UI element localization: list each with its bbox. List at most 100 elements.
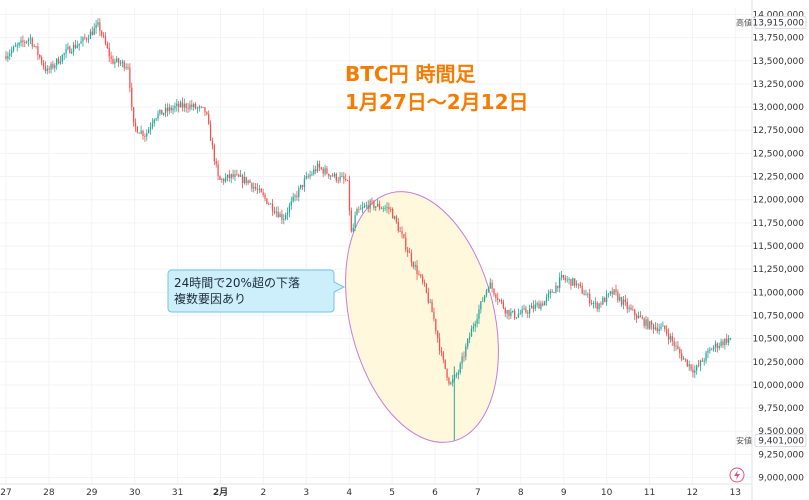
candle — [575, 280, 578, 288]
candle — [628, 304, 630, 313]
candle — [410, 249, 413, 267]
y-tick-label: 9,500,000 — [758, 427, 804, 437]
candle — [547, 289, 550, 301]
x-tick-label: 27 — [0, 488, 11, 498]
candle — [356, 207, 358, 216]
candle — [363, 202, 366, 209]
candle — [474, 320, 476, 332]
candle — [39, 54, 41, 60]
candle — [86, 37, 88, 43]
candle — [322, 167, 324, 178]
candle — [153, 118, 155, 127]
candle — [696, 364, 698, 375]
candle — [35, 45, 37, 49]
candle — [245, 176, 247, 186]
candle — [343, 172, 345, 184]
x-tick-label: 12 — [687, 488, 698, 498]
candle — [431, 298, 433, 313]
y-tick-label: 12,250,000 — [752, 173, 804, 183]
candle — [326, 166, 328, 175]
candle — [540, 300, 542, 311]
replay-icon[interactable] — [729, 467, 745, 483]
candle — [523, 304, 525, 311]
candle — [414, 261, 416, 271]
candle — [666, 325, 668, 337]
candle — [117, 57, 120, 67]
candle — [534, 300, 536, 312]
candle — [555, 281, 557, 294]
candle — [367, 200, 369, 213]
candle — [296, 190, 298, 201]
candle — [146, 129, 148, 141]
candle — [577, 283, 580, 289]
candle — [144, 133, 146, 142]
candle — [316, 160, 319, 173]
candle — [589, 288, 591, 307]
candle — [24, 40, 26, 48]
y-tick-label: 10,750,000 — [752, 311, 804, 321]
candle — [303, 175, 306, 192]
candle — [228, 170, 230, 182]
candle — [425, 283, 428, 294]
candle — [714, 340, 717, 352]
candle — [703, 357, 705, 366]
candle — [602, 295, 604, 306]
candle — [480, 300, 482, 314]
candle — [106, 41, 109, 50]
candle — [307, 173, 309, 179]
candle — [320, 166, 322, 171]
candle — [155, 117, 157, 122]
chart-title-line-1: BTC円 時間足 — [345, 62, 477, 86]
candle — [386, 202, 388, 214]
candle — [208, 110, 210, 125]
candle — [694, 365, 696, 379]
candle — [373, 200, 375, 211]
candle — [673, 337, 675, 352]
candle — [401, 226, 403, 239]
candle — [236, 169, 238, 176]
candle — [341, 172, 343, 178]
candle — [89, 28, 92, 40]
candle — [48, 65, 50, 74]
candle — [570, 278, 572, 290]
candle — [14, 42, 17, 48]
candle — [238, 173, 240, 178]
candle — [121, 59, 124, 68]
candle — [269, 203, 272, 205]
candle — [260, 187, 262, 193]
x-tick-label: 7 — [475, 488, 481, 498]
candle — [536, 301, 538, 308]
candle — [416, 259, 418, 280]
candle — [76, 40, 78, 49]
candle — [712, 345, 715, 352]
candle — [611, 287, 613, 298]
candle — [93, 23, 95, 36]
candle — [311, 171, 313, 177]
candle — [508, 309, 510, 320]
candle — [256, 183, 259, 195]
candle — [722, 339, 724, 348]
candle — [358, 206, 360, 213]
y-tick-label: 10,500,000 — [752, 335, 804, 345]
candle — [57, 56, 60, 65]
y-tick-label: 11,750,000 — [752, 219, 804, 229]
candle — [517, 308, 520, 319]
candle — [102, 32, 105, 39]
candle — [61, 54, 63, 65]
candle — [726, 333, 728, 346]
x-tick-label: 3 — [303, 488, 309, 498]
candle — [574, 278, 576, 288]
candle — [684, 358, 687, 363]
candle — [384, 204, 386, 211]
candle — [598, 302, 600, 313]
candle — [294, 193, 296, 202]
candle — [178, 101, 180, 113]
high-marker-value: 13,915,000 — [752, 18, 804, 28]
candle — [271, 199, 274, 216]
candle — [159, 109, 161, 116]
candle — [635, 313, 638, 324]
candle — [609, 290, 612, 296]
candle — [626, 298, 628, 313]
candle — [136, 125, 139, 134]
candle — [176, 99, 178, 112]
